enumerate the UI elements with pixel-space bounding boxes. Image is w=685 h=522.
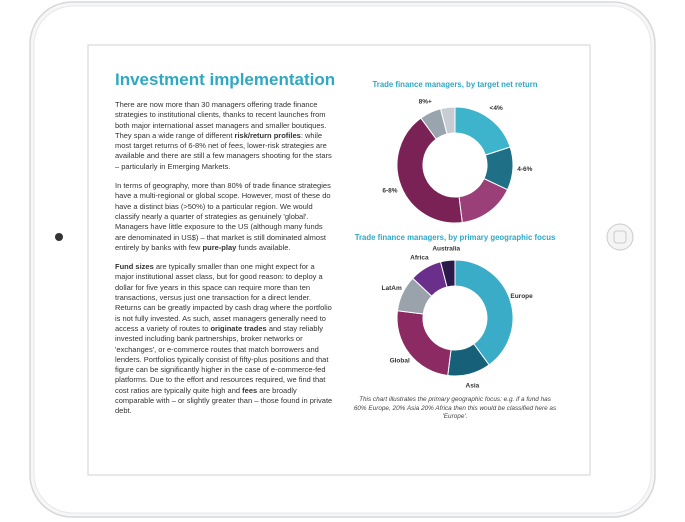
donut-segment (396, 117, 463, 224)
segment-label: Asia (466, 383, 480, 390)
donut-segment (454, 259, 514, 366)
segment-label: 8%+ (419, 98, 432, 105)
paragraph: In terms of geography, more than 80% of … (115, 181, 333, 253)
charts: Trade finance managers, by target net re… (355, 80, 556, 390)
home-button[interactable] (606, 223, 634, 251)
segment-label: Africa (410, 254, 429, 261)
segment-label: 6-8% (382, 187, 397, 194)
screen (87, 44, 591, 476)
text: funds available. (236, 242, 291, 252)
text: and stay reliably invested including ban… (115, 323, 329, 395)
chart-title: Trade finance managers, by target net re… (372, 80, 537, 89)
camera (55, 233, 63, 241)
chart-note: This chart illustrates the primary geogr… (353, 396, 557, 420)
text: are broadly comparable with – or slightl… (115, 385, 333, 416)
bold-text: fees (242, 385, 258, 395)
segment-label: Global (390, 358, 410, 365)
text: There are now more than 30 managers offe… (115, 100, 327, 140)
bold-text: Fund sizes (115, 262, 154, 272)
bold-text: risk/return profiles (234, 130, 301, 140)
text: are typically smaller than one might exp… (115, 262, 332, 333)
donut-segment (439, 259, 456, 288)
segment-label: <4% (490, 105, 503, 112)
bold-text: originate trades (210, 323, 267, 333)
body-text: There are now more than 30 managers offe… (115, 100, 333, 426)
paragraph: Fund sizes are typically smaller than on… (115, 262, 333, 416)
bold-text: pure-play (202, 242, 237, 252)
paragraph: There are now more than 30 managers offe… (115, 100, 333, 172)
donut-segment (439, 106, 456, 135)
text: In terms of geography, more than 80% of … (115, 181, 331, 252)
segment-label: 4-6% (517, 166, 532, 173)
segment-label: Australia (432, 245, 460, 252)
heading: Investment implementation (115, 70, 336, 89)
chart-title: Trade finance managers, by primary geogr… (355, 233, 556, 242)
text: : while most target returns of 6-8% net … (115, 130, 332, 171)
segment-label: Europe (510, 293, 533, 300)
segment-label: LatAm (382, 285, 402, 292)
home-icon (613, 230, 627, 244)
